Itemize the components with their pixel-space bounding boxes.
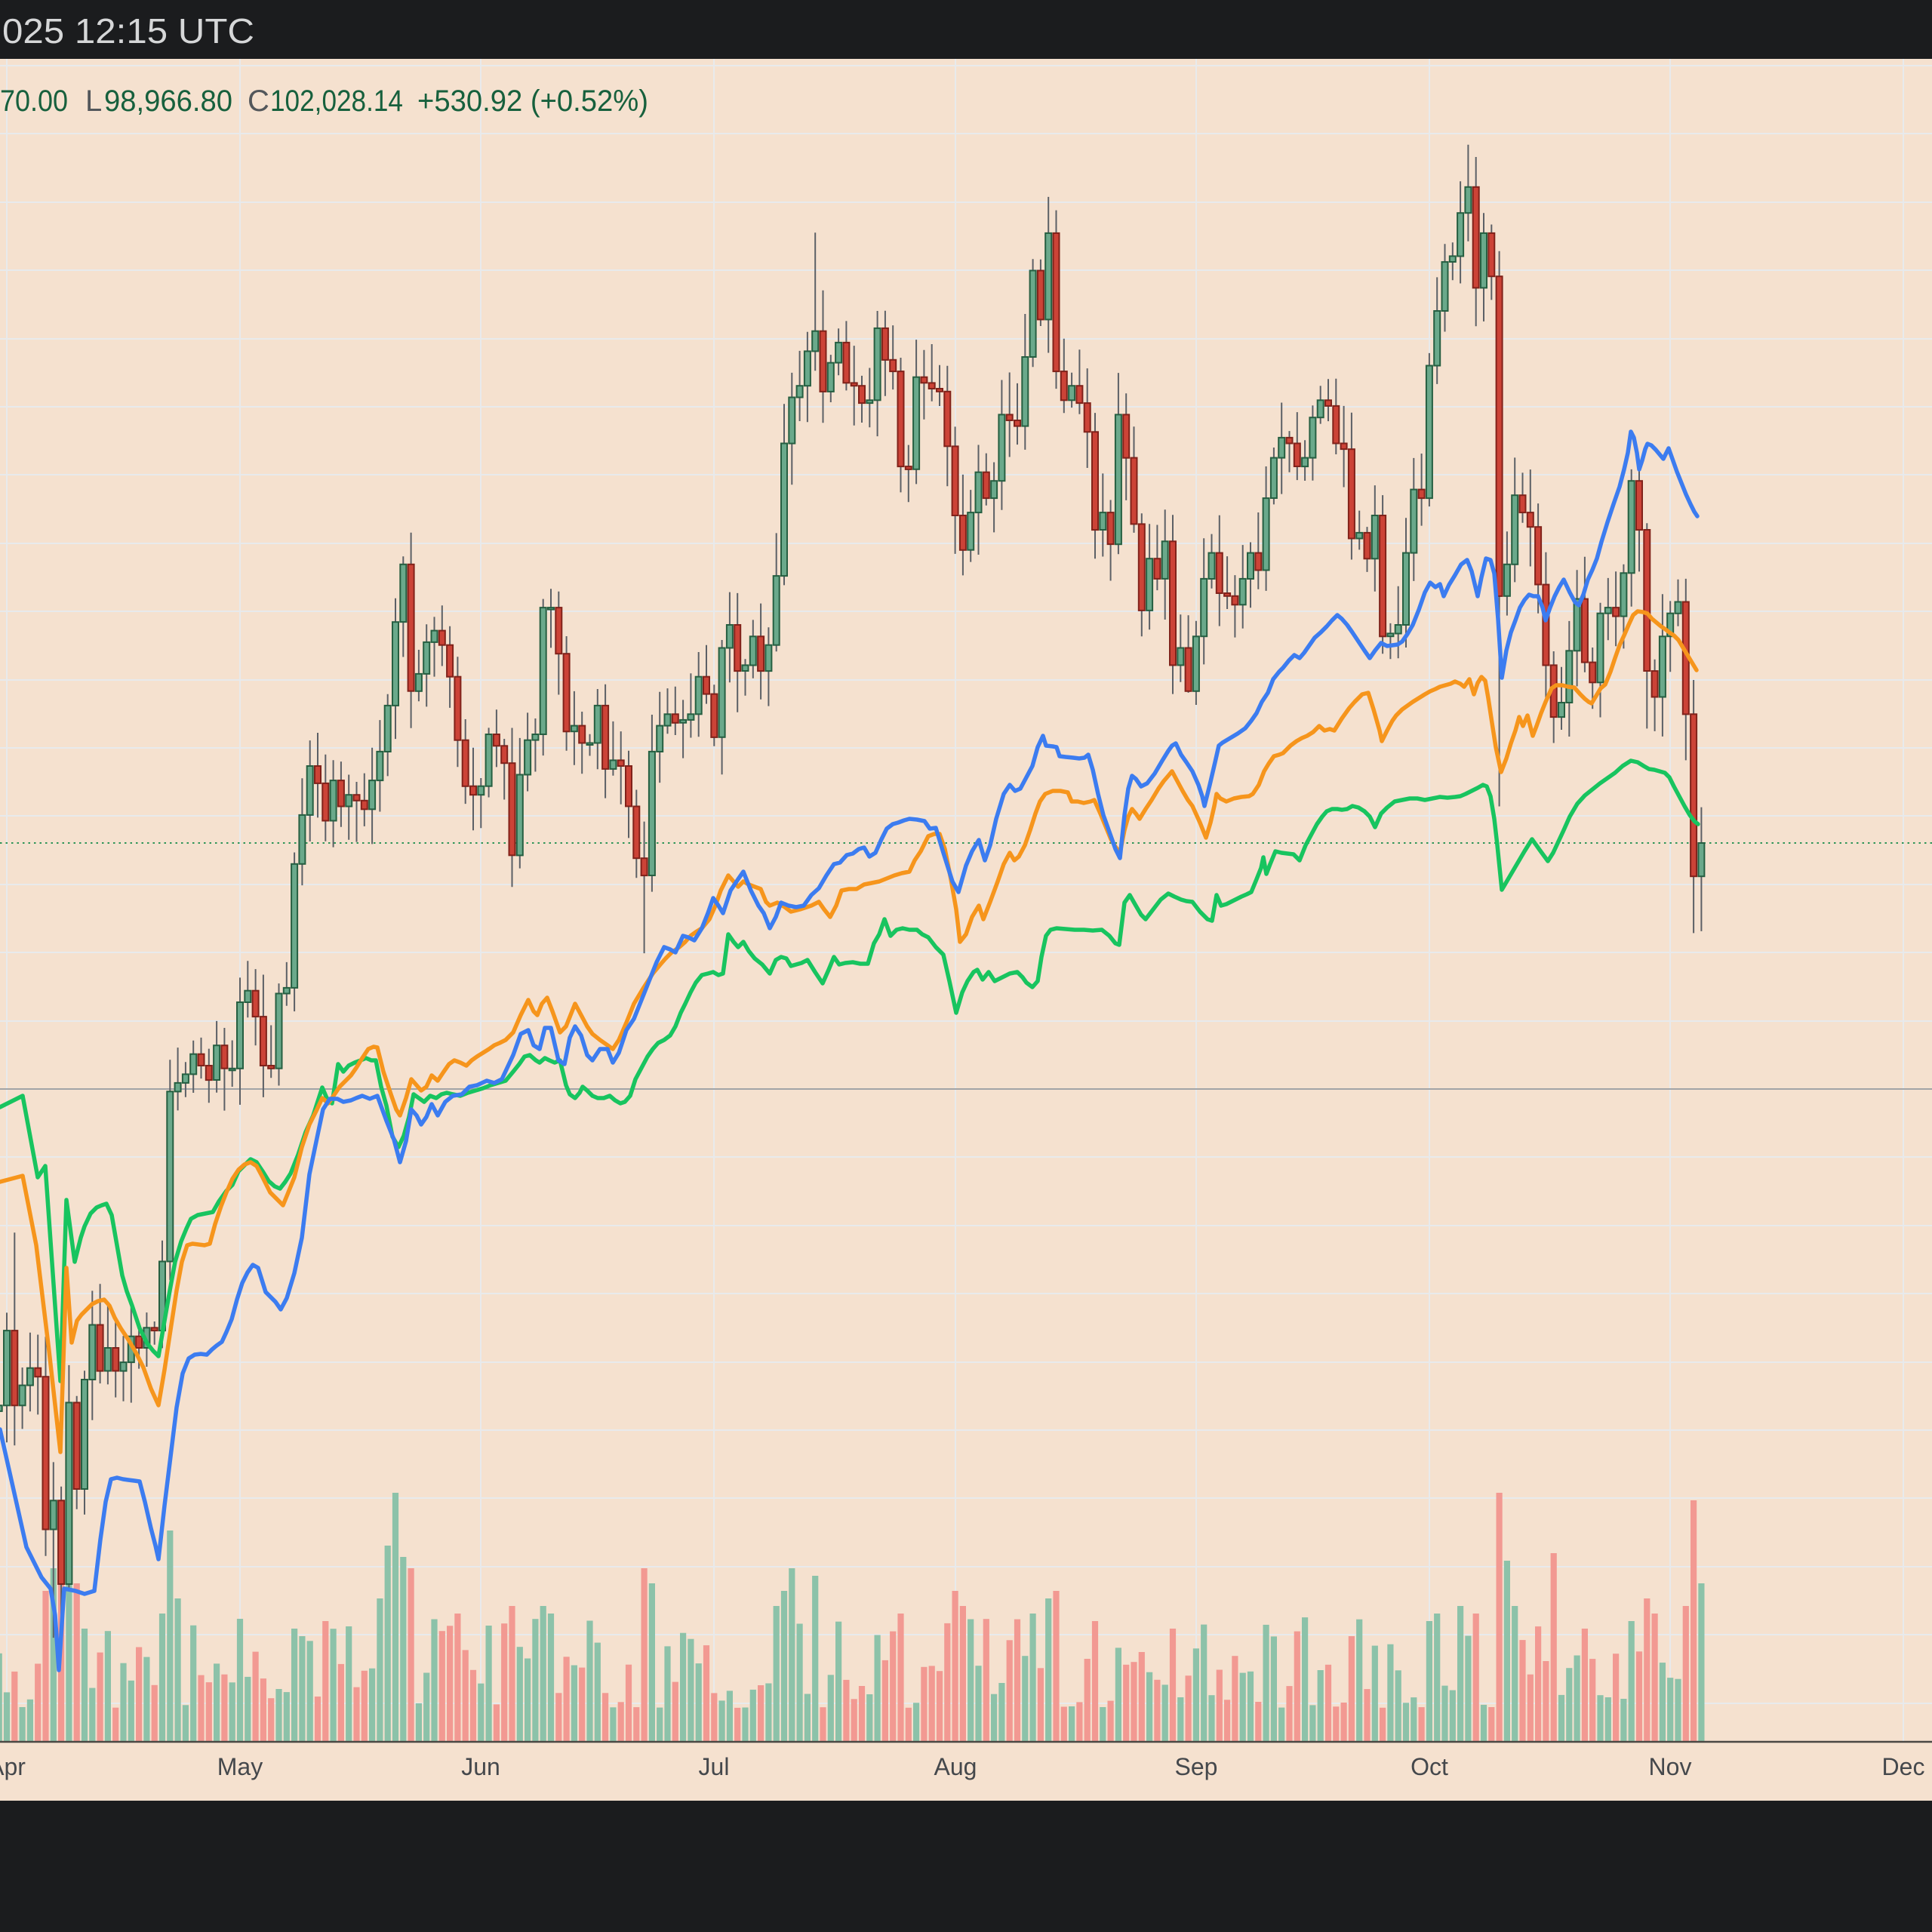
svg-text:Dec: Dec [1882,1753,1925,1780]
svg-text:Jul: Jul [699,1753,730,1780]
svg-text:98,966.80: 98,966.80 [104,85,232,118]
svg-text:Aug: Aug [934,1753,977,1780]
svg-text:025 12:15 UTC: 025 12:15 UTC [2,11,254,51]
svg-text:70.00: 70.00 [0,85,68,118]
svg-text:C: C [248,85,269,118]
svg-text:Oct: Oct [1411,1753,1448,1780]
svg-text:Jun: Jun [461,1753,500,1780]
svg-text:+530.92 (+0.52%): +530.92 (+0.52%) [417,85,648,118]
svg-text:102,028.14: 102,028.14 [270,85,403,118]
svg-text:Nov: Nov [1649,1753,1692,1780]
svg-text:May: May [217,1753,263,1780]
svg-text:Sep: Sep [1175,1753,1218,1780]
svg-text:L: L [85,85,102,118]
svg-text:Apr: Apr [0,1753,26,1780]
